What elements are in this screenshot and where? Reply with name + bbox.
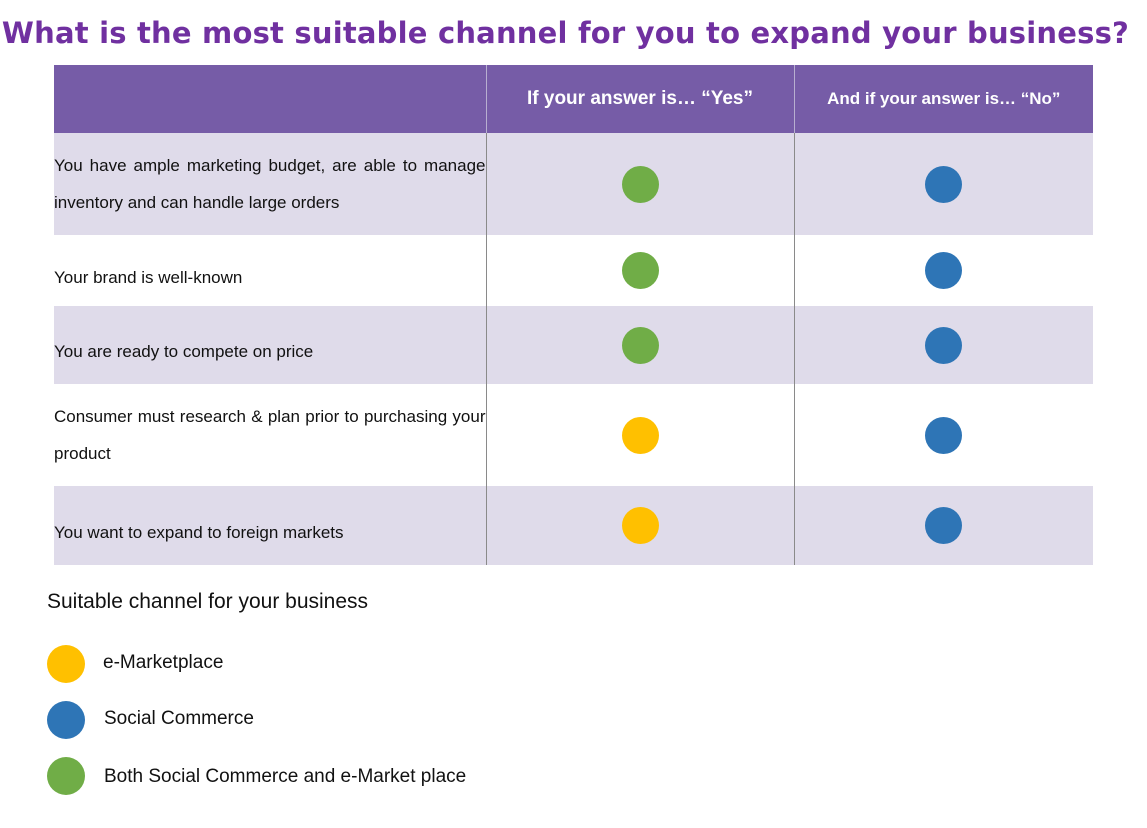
question-cell: Your brand is well-known	[54, 235, 487, 306]
channel-dot	[925, 252, 963, 289]
legend-dot	[47, 701, 85, 739]
header-no: And if your answer is… “No”	[794, 65, 1093, 133]
channel-dot	[925, 507, 963, 544]
yes-cell	[486, 235, 795, 306]
channel-dot	[621, 165, 659, 203]
no-cell	[794, 235, 1093, 306]
table-row: You are ready to compete on price	[54, 306, 1093, 384]
yes-cell	[486, 306, 795, 384]
table-header-row: If your answer is… “Yes” And if your ans…	[54, 65, 1093, 133]
legend-dot	[47, 645, 85, 683]
channel-dot	[621, 416, 659, 454]
channel-decision-table: If your answer is… “Yes” And if your ans…	[54, 65, 1093, 565]
legend-label: Social Commerce	[104, 708, 254, 729]
question-cell: You want to expand to foreign markets	[54, 486, 487, 565]
channel-dot	[925, 416, 963, 454]
table-row: Consumer must research & plan prior to p…	[54, 384, 1093, 486]
channel-dot	[621, 326, 659, 364]
table-row: Your brand is well-known	[54, 235, 1093, 306]
legend-label: Both Social Commerce and e-Market place	[104, 766, 467, 787]
question-cell: Consumer must research & plan prior to p…	[54, 384, 487, 486]
no-cell	[794, 486, 1093, 565]
yes-cell	[486, 384, 795, 486]
channel-dot	[925, 165, 963, 203]
no-cell	[794, 306, 1093, 384]
legend-label: e-Marketplace	[103, 652, 224, 673]
channel-dot	[925, 326, 963, 364]
yes-cell	[486, 486, 795, 565]
table-row: You want to expand to foreign markets	[54, 486, 1093, 565]
legend-title: Suitable channel for your business	[47, 590, 369, 613]
legend-dot	[47, 757, 85, 795]
header-yes: If your answer is… “Yes”	[486, 65, 795, 133]
question-cell: You have ample marketing budget, are abl…	[54, 133, 487, 235]
channel-dot	[621, 252, 659, 289]
channel-dot	[621, 507, 659, 544]
page-title: What is the most suitable channel for yo…	[1, 16, 1130, 50]
table-row: You have ample marketing budget, are abl…	[54, 133, 1093, 235]
no-cell	[794, 384, 1093, 486]
header-question	[54, 65, 487, 133]
question-cell: You are ready to compete on price	[54, 306, 487, 384]
yes-cell	[486, 133, 795, 235]
no-cell	[794, 133, 1093, 235]
